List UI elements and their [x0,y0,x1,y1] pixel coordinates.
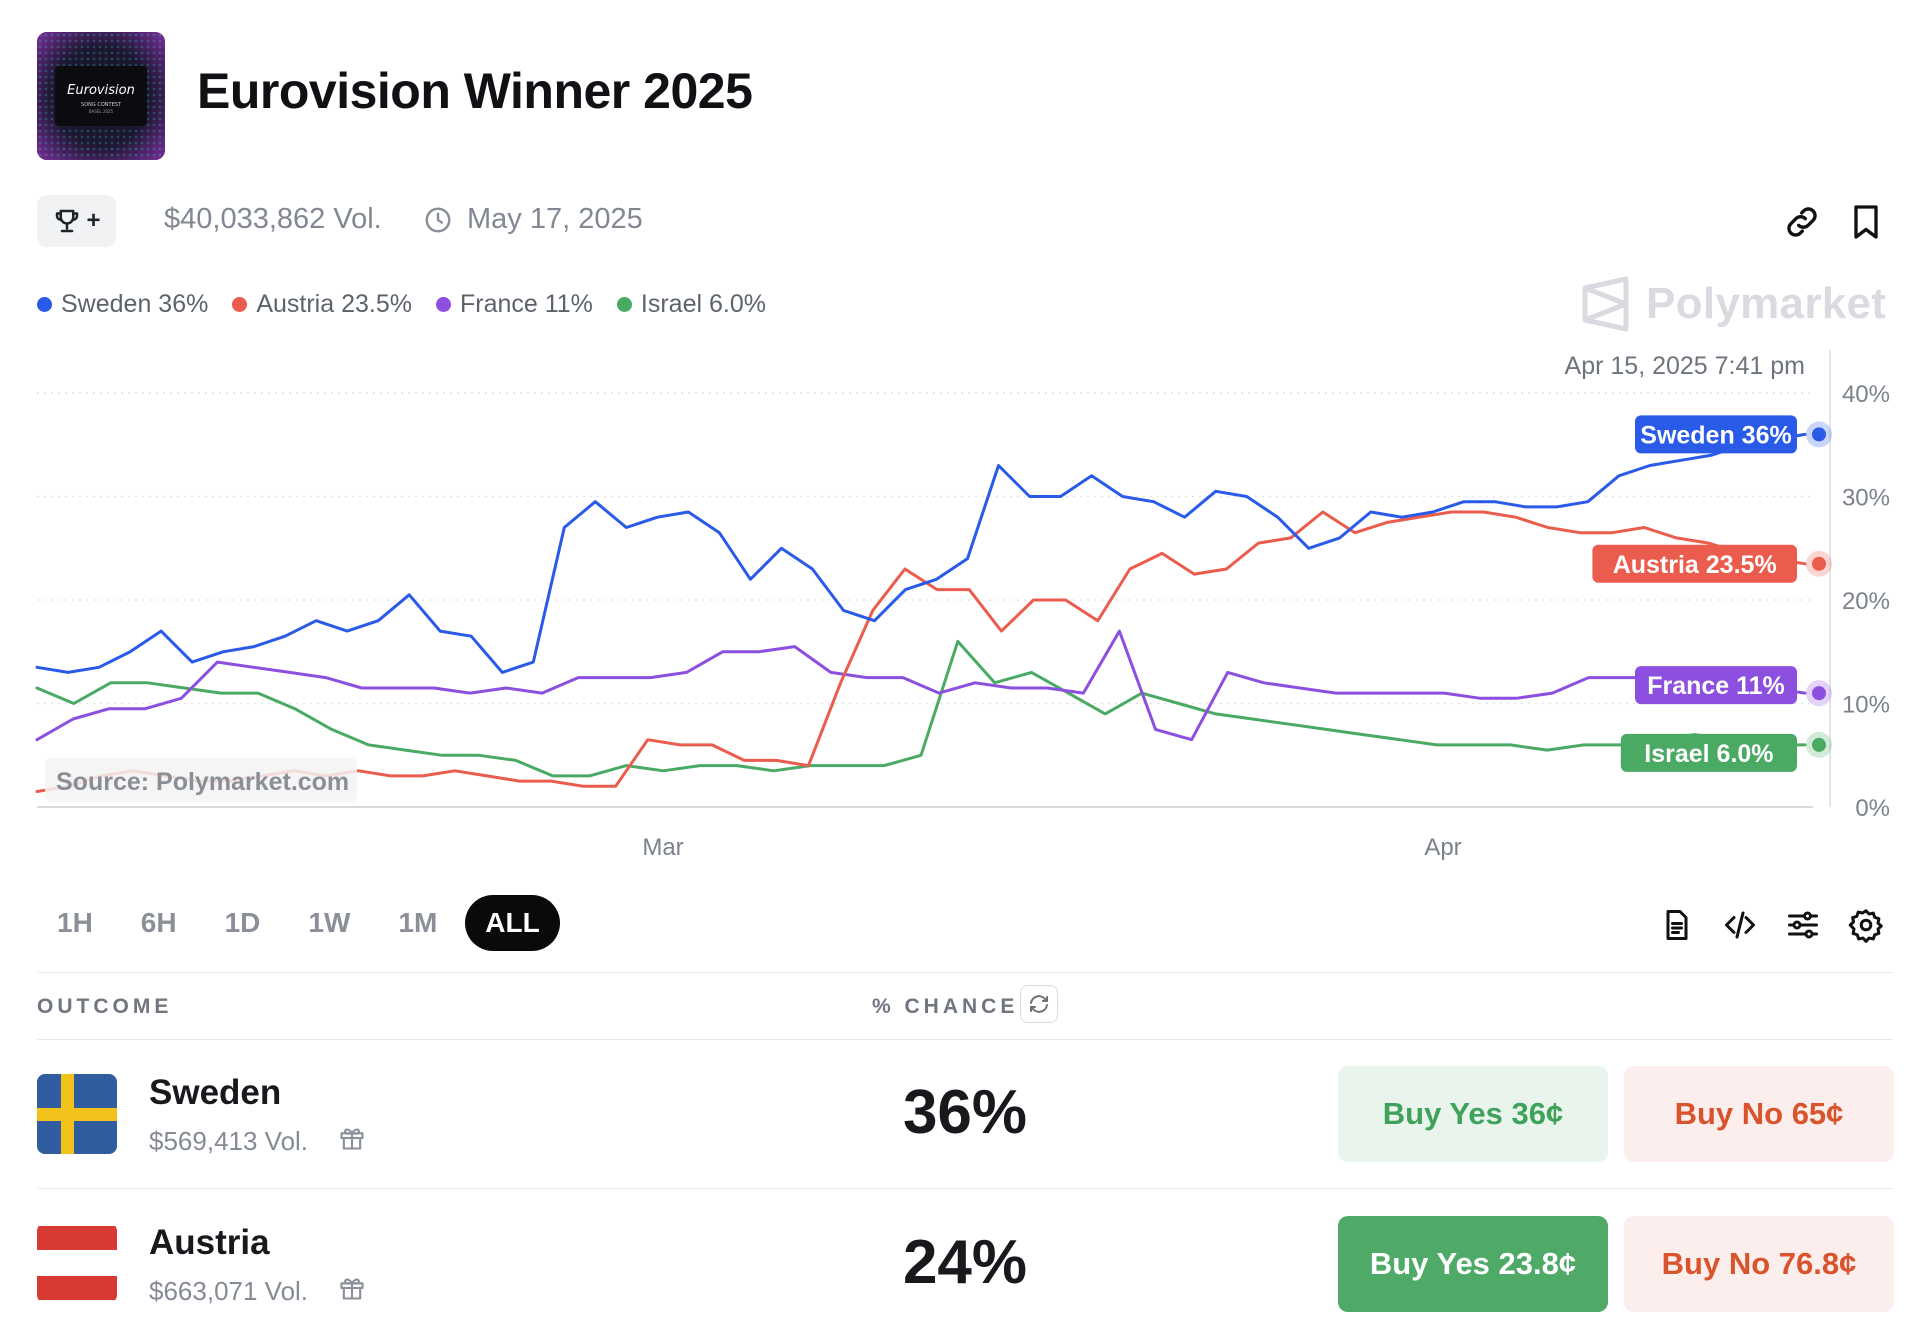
svg-text:Source: Polymarket.com: Source: Polymarket.com [56,768,349,796]
outcome-chance: 36% [902,1078,1028,1147]
legend-item-france: France 11% [435,290,593,319]
page-title: Eurovision Winner 2025 [197,63,753,119]
logo-wordmark: Eurovision [67,83,135,98]
y-tick-label: 30% [1842,485,1890,512]
polymarket-watermark: Polymarket [1580,276,1886,332]
market-logo: Eurovision SONG CONTEST BASEL 2025 [37,32,165,160]
end-marker-austria [1812,556,1826,571]
outcome-name: Austria [149,1223,270,1262]
range-tab-1m[interactable]: 1M [398,907,438,938]
brand-name: Polymarket [1646,279,1887,328]
buy-yes-button[interactable]: Buy Yes 23.8¢ [1338,1216,1608,1312]
end-label-france: France 11% [1647,672,1785,700]
outcome-volume: $663,071 Vol. [149,1276,309,1306]
market-volume: $40,033,862 Vol. [164,203,382,235]
y-tick-label: 10% [1842,692,1890,719]
gift-icon[interactable] [338,1274,366,1302]
svg-text:BASEL 2025: BASEL 2025 [89,109,114,114]
chart-legend: Sweden 36% Austria 23.5% France 11% Isra… [37,290,766,319]
austria-flag [37,1223,117,1303]
end-label-sweden: Sweden 36% [1640,421,1791,449]
bookmark-icon[interactable] [1846,202,1886,242]
gift-icon[interactable] [338,1124,366,1152]
outcome-name: Sweden [149,1073,282,1112]
buy-no-button[interactable]: Buy No 76.8¢ [1624,1216,1894,1312]
hover-timestamp: Apr 15, 2025 7:41 pm [1565,352,1805,380]
divider [37,972,1893,973]
column-header-chance: % CHANCE [872,995,1019,1018]
outcome-chance: 24% [902,1228,1028,1297]
range-tab-1h[interactable]: 1H [57,907,93,938]
clock-icon [425,207,451,233]
end-label-bg [1620,733,1797,772]
end-label-bg [1635,666,1797,705]
buy-yes-button[interactable]: Buy Yes 36¢ [1338,1066,1608,1162]
trophy-icon [56,209,79,233]
link-icon[interactable] [1782,202,1822,242]
source-label: Source: Polymarket.com [45,758,357,802]
end-marker-israel [1812,737,1826,752]
range-tab-all[interactable]: ALL [465,895,560,951]
price-history-chart[interactable]: 0% 10% 20% 30% 40% Mar Apr Sweden 36% Austria 2… [0,340,1914,860]
legend-item-israel: Israel 6.0% [616,290,766,319]
settings-gear-icon[interactable] [1848,907,1884,943]
time-range-tabs: 1H 6H 1D 1W 1M ALL [37,895,560,951]
market-end-date: May 17, 2025 [467,203,643,235]
end-label-israel: Israel 6.0% [1644,740,1773,768]
svg-text:SONG CONTEST: SONG CONTEST [81,102,122,108]
end-label-austria: Austria 23.5% [1613,551,1777,579]
end-marker-sweden [1812,427,1826,442]
legend-dot [232,297,248,312]
divider [37,1039,1893,1040]
y-tick-label: 0% [1855,795,1890,822]
filters-icon[interactable] [1785,907,1821,943]
range-tab-6h[interactable]: 6H [140,907,177,938]
y-tick-label: 20% [1842,588,1890,615]
divider [37,1188,1893,1189]
y-tick-label: 40% [1842,381,1890,408]
column-header-outcome: OUTCOME [37,995,173,1018]
series-line-israel [35,639,1807,778]
range-tab-1d[interactable]: 1D [224,907,261,938]
polymarket-logo-icon [1582,276,1629,332]
embed-code-icon[interactable] [1722,907,1758,943]
refresh-button[interactable] [1020,985,1058,1023]
x-tick-label: Apr [1424,834,1461,860]
plus-label: + [86,207,101,234]
range-tab-1w[interactable]: 1W [308,907,351,938]
end-label-bg [1635,415,1797,454]
legend-item-austria: Austria 23.5% [232,290,412,319]
end-label-bg [1592,544,1797,583]
series-line-france [35,629,1807,742]
document-icon[interactable] [1659,907,1695,943]
end-marker-france [1812,686,1826,701]
legend-dot [616,297,632,312]
x-tick-label: Mar [642,834,683,860]
add-to-leaderboard-button[interactable]: + [37,195,116,247]
legend-dot [37,297,52,312]
legend-dot [435,297,451,312]
outcome-volume: $569,413 Vol. [149,1126,309,1156]
series-line-sweden [35,432,1807,674]
refresh-icon [1030,995,1048,1013]
buy-no-button[interactable]: Buy No 65¢ [1624,1066,1894,1162]
sweden-flag [37,1074,117,1154]
legend-item-sweden: Sweden 36% [37,290,208,319]
